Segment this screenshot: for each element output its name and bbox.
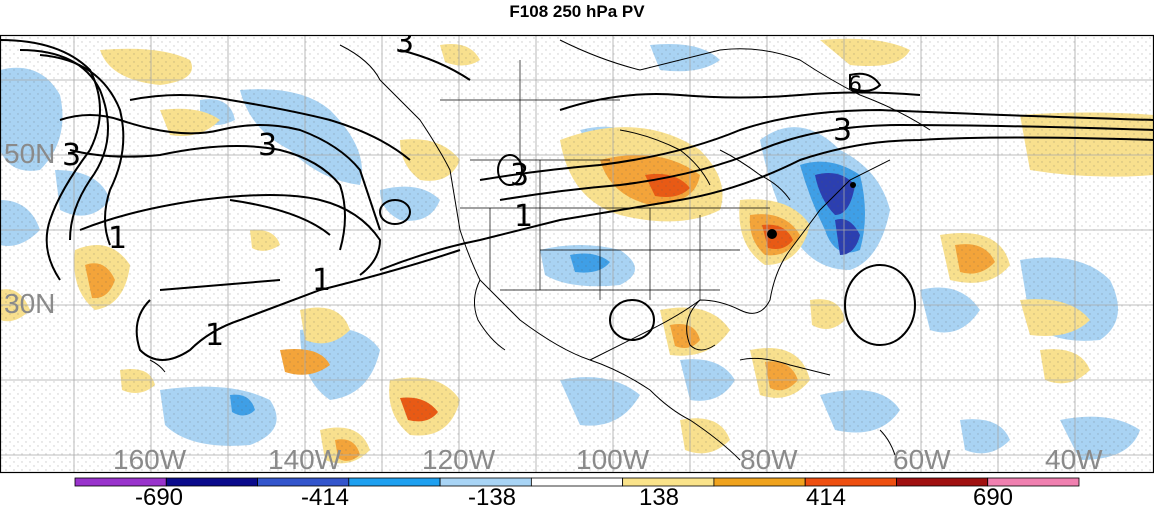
lon-label: 100W [576,444,650,475]
lat-lon-grid [0,35,1154,473]
stipple-overlay [0,35,1154,473]
colorbar-swatch [348,477,441,487]
contour-label: 3 [833,113,852,148]
contour-label: 3 [258,128,277,163]
colorbar-label: 690 [972,484,1014,511]
contour-label: 1 [108,221,127,256]
contour-label: 6 [848,73,862,98]
colorbar-label: 414 [805,484,847,511]
lon-label: 60W [893,444,951,475]
lat-label-50n: 50N [4,138,55,169]
pv-contours [0,39,1154,361]
contour-label: 1 [312,263,331,298]
lon-label: 40W [1045,444,1103,475]
colorbar-label: -690 [134,484,184,511]
contour-label: 3 [62,138,81,173]
colorbar-label: -138 [467,484,517,511]
map-title: F108 250 hPa PV [509,2,645,21]
location-marker [767,229,777,239]
lon-labels: 160W 140W 120W 100W 80W 60W 40W [113,444,1103,475]
contour-labels: 3 3 3 3 3 1 1 1 1 6 [62,25,862,353]
coastlines [149,39,931,461]
lat-label-30n: 30N [4,288,55,319]
borders [440,60,770,300]
colorbar-label: -414 [300,484,350,511]
lon-label: 120W [422,444,496,475]
colorbar-label: 138 [638,484,680,511]
contour-label: 1 [514,199,533,234]
contour-label: 1 [205,318,224,353]
colorbar-swatch [987,477,1080,487]
lon-label: 140W [268,444,342,475]
lon-label: 80W [740,444,798,475]
colorbar-swatch [713,477,806,487]
colorbar-swatch [530,477,624,487]
contour-label: 3 [395,25,414,60]
lon-label: 160W [113,444,187,475]
location-marker [850,182,856,188]
colorbar [74,477,1080,487]
contour-label: 3 [510,158,529,193]
lat-labels: 50N 30N [4,138,55,319]
